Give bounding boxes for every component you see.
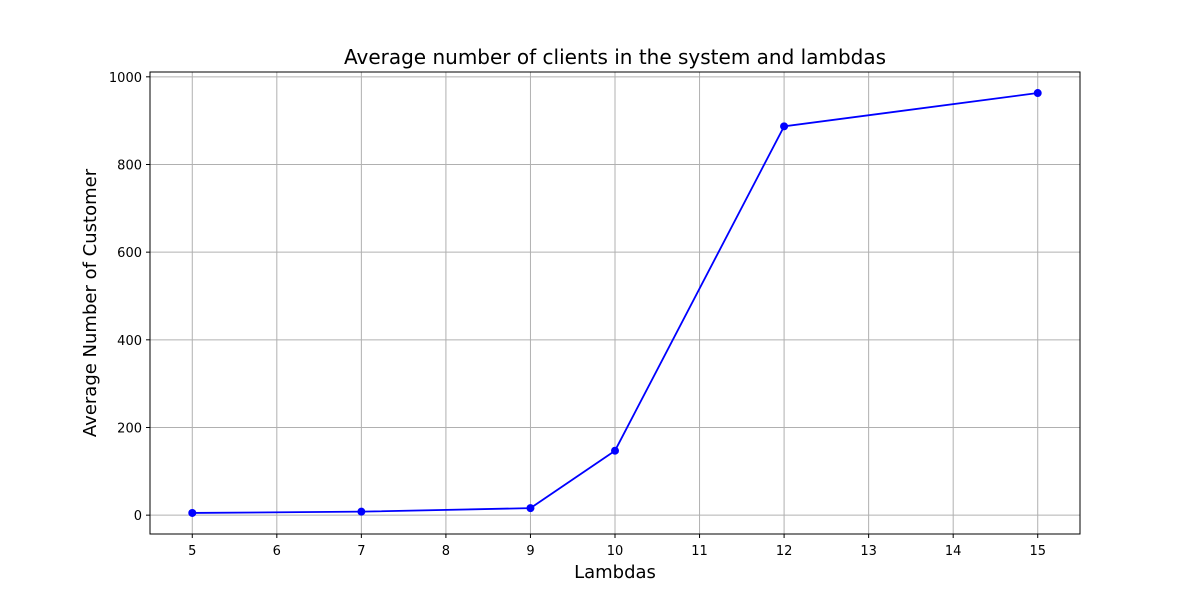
y-tick-label: 1000 bbox=[109, 71, 142, 86]
y-tick-label: 400 bbox=[117, 334, 142, 349]
y-tick-label: 0 bbox=[134, 509, 142, 524]
y-tick-label: 600 bbox=[117, 246, 142, 261]
data-point-marker bbox=[611, 446, 619, 455]
x-tick-label: 15 bbox=[1029, 544, 1046, 559]
series-line bbox=[192, 92, 1038, 514]
x-tick-label: 5 bbox=[188, 544, 196, 559]
y-tick-label: 800 bbox=[117, 158, 142, 173]
x-tick-label: 13 bbox=[860, 544, 877, 559]
grid-layer bbox=[150, 72, 1080, 534]
x-tick-label: 12 bbox=[776, 544, 793, 559]
tick-layer: 5 6 7 8 9 10 11 12 13 14 15 0 200 400 600 800 1000 bbox=[109, 71, 1046, 559]
data-point-marker bbox=[357, 507, 366, 516]
x-tick-label: 14 bbox=[945, 544, 962, 559]
data-point-marker bbox=[526, 504, 535, 513]
x-axis-label: Lambdas bbox=[574, 562, 656, 583]
x-tick-label: 8 bbox=[442, 544, 450, 559]
y-axis-label: Average Number of Customer bbox=[80, 168, 101, 437]
x-tick-label: 10 bbox=[607, 544, 624, 559]
series-layer bbox=[188, 89, 1042, 517]
x-tick-label: 9 bbox=[526, 544, 534, 559]
chart-title: Average number of clients in the system … bbox=[344, 45, 886, 69]
data-point-marker bbox=[188, 508, 197, 517]
data-point-marker bbox=[780, 122, 789, 131]
x-tick-label: 7 bbox=[357, 544, 365, 559]
data-point-marker bbox=[1033, 89, 1042, 98]
x-tick-label: 6 bbox=[273, 544, 281, 559]
y-tick-label: 200 bbox=[117, 421, 142, 436]
x-tick-label: 11 bbox=[691, 544, 708, 559]
